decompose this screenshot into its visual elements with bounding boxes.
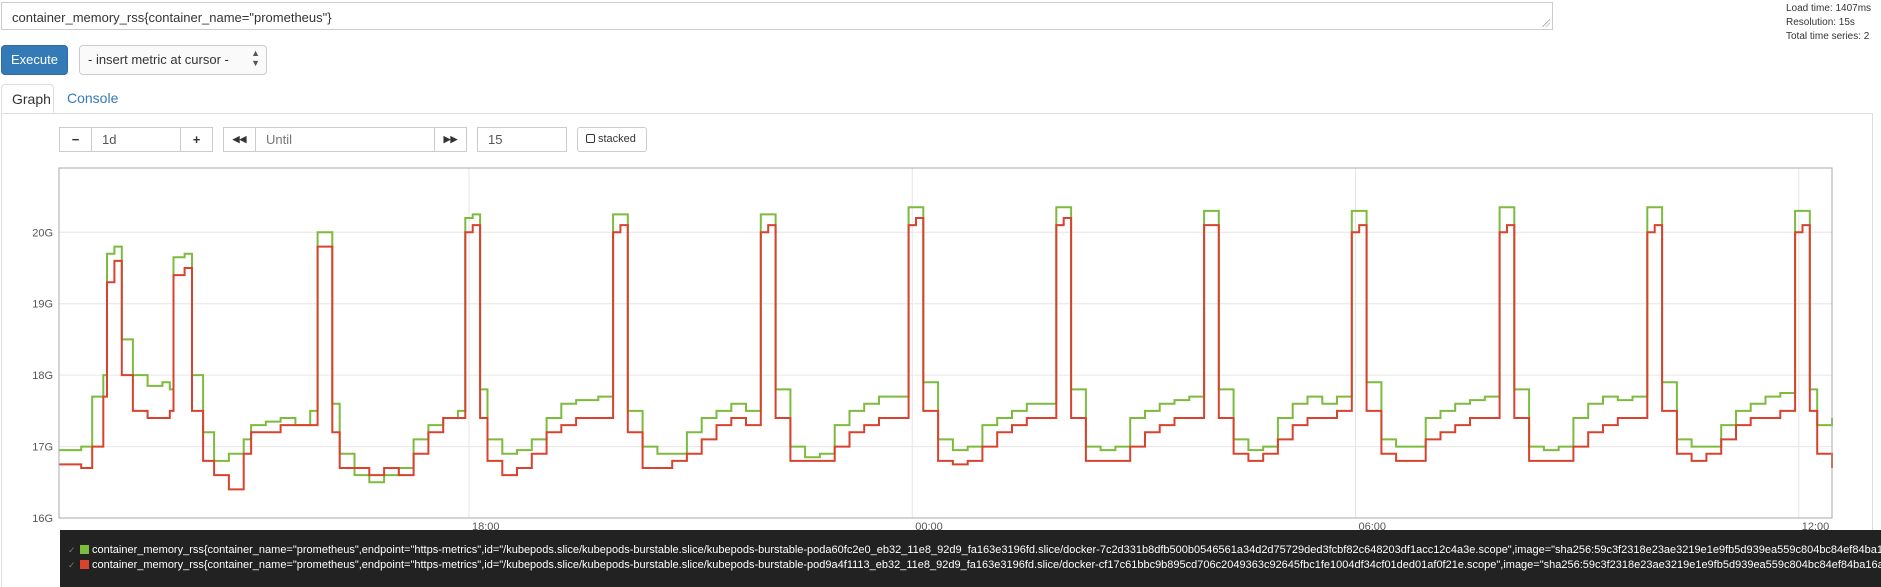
expression-input[interactable]: container_memory_rss{container_name="pro… — [1, 2, 1553, 30]
select-arrows-icon: ▲ ▼ — [251, 48, 260, 68]
load-time-text: Load time: 1407ms — [1786, 3, 1872, 14]
legend-label: container_memory_rss{container_name="pro… — [92, 559, 1881, 571]
y-tick-label: 18G — [32, 370, 53, 382]
tab-console[interactable]: Console — [67, 90, 119, 106]
y-tick-label: 16G — [32, 513, 53, 525]
stacked-label: stacked — [598, 133, 636, 145]
range-decrease-button[interactable]: − — [59, 127, 92, 152]
y-tick-label: 19G — [32, 299, 53, 311]
range-input[interactable]: 1d — [91, 127, 181, 152]
resolution-text: Resolution: 15s — [1786, 17, 1855, 28]
y-tick-label: 17G — [32, 442, 53, 454]
insert-metric-select-label: - insert metric at cursor - — [88, 52, 229, 67]
plot-frame — [58, 167, 1833, 519]
check-icon: ✓ — [68, 545, 76, 555]
chart-series — [59, 206, 1833, 491]
insert-metric-select[interactable]: - insert metric at cursor - ▲ ▼ — [79, 45, 267, 75]
stacked-checkbox-icon — [586, 133, 595, 143]
backward-icon: ◀◀ — [232, 134, 247, 144]
expression-text: container_memory_rss{container_name="pro… — [12, 10, 332, 25]
series-line-red — [59, 217, 1833, 491]
y-tick-label: 20G — [32, 227, 53, 239]
legend-swatch — [80, 544, 89, 554]
resize-grip-icon[interactable] — [1542, 19, 1550, 27]
chart-grid — [59, 168, 1832, 519]
stacked-toggle[interactable]: stacked — [577, 127, 647, 152]
tab-graph[interactable]: Graph — [1, 84, 54, 113]
legend-swatch — [80, 559, 89, 569]
forward-icon: ▶▶ — [443, 134, 458, 144]
legend-item[interactable]: ✓ container_memory_rss{container_name="p… — [60, 543, 1881, 558]
until-input[interactable]: Until — [255, 127, 435, 152]
check-icon: ✓ — [68, 560, 76, 570]
total-series-text: Total time series: 2 — [1786, 31, 1870, 42]
chart-legend: ✓ container_memory_rss{container_name="p… — [60, 530, 1881, 587]
legend-item[interactable]: ✓ container_memory_rss{container_name="p… — [60, 558, 1881, 573]
minus-icon: − — [71, 132, 80, 147]
plus-icon: + — [192, 132, 201, 147]
execute-button[interactable]: Execute — [1, 45, 68, 75]
graph-panel — [1, 113, 1873, 587]
legend-label: container_memory_rss{container_name="pro… — [92, 544, 1881, 556]
range-increase-button[interactable]: + — [180, 127, 213, 152]
resolution-input[interactable]: 15 — [477, 127, 567, 152]
query-stats: Load time: 1407ms Resolution: 15s Total … — [1786, 2, 1871, 44]
series-line-green — [59, 206, 1833, 484]
time-forward-button[interactable]: ▶▶ — [434, 127, 467, 152]
